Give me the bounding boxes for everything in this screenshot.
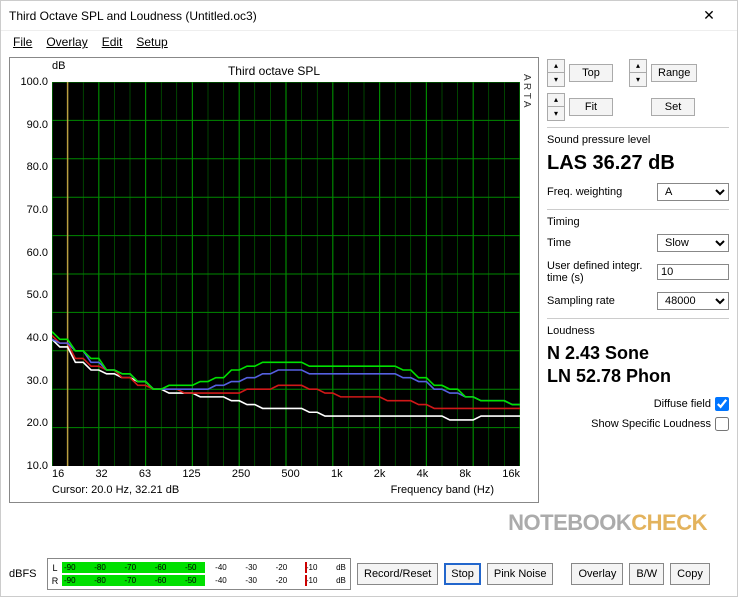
meter-channel-label: L — [50, 563, 60, 573]
menu-file[interactable]: File — [7, 33, 38, 51]
time-select[interactable]: Slow — [657, 234, 729, 252]
top-button[interactable]: Top — [569, 64, 613, 82]
menu-setup-label: Setup — [136, 35, 167, 49]
x-tick: 4k — [417, 468, 429, 480]
watermark: NOTEBOOKCHECK — [508, 510, 707, 536]
spl-section-label: Sound pressure level — [547, 134, 729, 146]
timing-section-label: Timing — [547, 216, 729, 228]
x-tick: 16 — [52, 468, 64, 480]
window-title: Third Octave SPL and Loudness (Untitled.… — [9, 9, 689, 23]
range-up-button[interactable]: ▴ — [630, 60, 646, 73]
level-meters: L-90-80-70-60-50-40-30-20-10dBR-90-80-70… — [47, 558, 351, 590]
chart-title: Third octave SPL — [14, 62, 534, 82]
x-tick: 250 — [232, 468, 250, 480]
pink-noise-button[interactable]: Pink Noise — [487, 563, 554, 585]
range-down-button[interactable]: ▾ — [630, 73, 646, 86]
chart-plot[interactable] — [52, 82, 520, 466]
top-down-button[interactable]: ▾ — [548, 73, 564, 86]
top-stepper[interactable]: ▴▾ — [547, 59, 565, 87]
overlay-button[interactable]: Overlay — [571, 563, 623, 585]
integr-time-input[interactable] — [657, 264, 729, 280]
x-tick: 32 — [95, 468, 107, 480]
x-axis-ticks: 16 32 63 125 250 500 1k 2k 4k 8k 16k — [52, 466, 520, 480]
range-stepper[interactable]: ▴▾ — [629, 59, 647, 87]
y-axis-ticks: 100.090.080.070.060.050.040.030.020.010.… — [14, 82, 52, 466]
cursor-readout: Cursor: 20.0 Hz, 32.21 dB — [52, 484, 179, 496]
sampling-rate-label: Sampling rate — [547, 295, 651, 307]
range-button[interactable]: Range — [651, 64, 697, 82]
diffuse-field-label: Diffuse field — [654, 398, 711, 410]
record-reset-button[interactable]: Record/Reset — [357, 563, 438, 585]
spl-value: LAS 36.27 dB — [547, 152, 729, 175]
menu-overlay-label: Overlay — [46, 35, 87, 49]
menu-edit-label: Edit — [102, 35, 123, 49]
set-button[interactable]: Set — [651, 98, 695, 116]
x-tick: 1k — [331, 468, 343, 480]
arta-label: A R T A — [521, 74, 532, 108]
menubar: File Overlay Edit Setup — [1, 31, 737, 53]
show-specific-loudness-checkbox[interactable] — [715, 417, 729, 431]
x-tick: 2k — [374, 468, 386, 480]
fit-up-button[interactable]: ▴ — [548, 94, 564, 107]
x-tick: 63 — [139, 468, 151, 480]
x-tick: 16k — [502, 468, 520, 480]
sone-value: N 2.43 Sone — [547, 343, 729, 364]
fit-button[interactable]: Fit — [569, 98, 613, 116]
phon-value: LN 52.78 Phon — [547, 366, 729, 387]
top-up-button[interactable]: ▴ — [548, 60, 564, 73]
freq-weighting-label: Freq. weighting — [547, 186, 651, 198]
diffuse-field-checkbox[interactable] — [715, 397, 729, 411]
x-axis-label: Frequency band (Hz) — [391, 484, 534, 496]
x-tick: 125 — [182, 468, 200, 480]
dbfs-label: dBFS — [9, 568, 41, 580]
menu-edit[interactable]: Edit — [96, 33, 129, 51]
y-axis-label: dB — [52, 60, 65, 72]
copy-button[interactable]: Copy — [670, 563, 710, 585]
x-tick: 8k — [459, 468, 471, 480]
chart-container: dB Third octave SPL A R T A 100.090.080.… — [9, 57, 539, 503]
meter-channel-label: R — [50, 576, 60, 586]
menu-overlay[interactable]: Overlay — [40, 33, 93, 51]
integr-time-label: User defined integr. time (s) — [547, 260, 651, 284]
fit-stepper[interactable]: ▴▾ — [547, 93, 565, 121]
meter-row-r: R-90-80-70-60-50-40-30-20-10dB — [50, 574, 348, 587]
menu-file-label: File — [13, 35, 32, 49]
x-tick: 500 — [281, 468, 299, 480]
bw-button[interactable]: B/W — [629, 563, 664, 585]
loudness-section-label: Loudness — [547, 325, 729, 337]
side-panel: ▴▾ Top ▴▾ Range ▴▾ Fit Set Sound pressur… — [547, 57, 729, 503]
fit-down-button[interactable]: ▾ — [548, 107, 564, 120]
meter-row-l: L-90-80-70-60-50-40-30-20-10dB — [50, 561, 348, 574]
sampling-rate-select[interactable]: 48000 — [657, 292, 729, 310]
menu-setup[interactable]: Setup — [130, 33, 173, 51]
stop-button[interactable]: Stop — [444, 563, 481, 585]
close-button[interactable]: ✕ — [689, 7, 729, 24]
time-label: Time — [547, 237, 651, 249]
freq-weighting-select[interactable]: A — [657, 183, 729, 201]
show-specific-loudness-label: Show Specific Loudness — [591, 418, 711, 430]
